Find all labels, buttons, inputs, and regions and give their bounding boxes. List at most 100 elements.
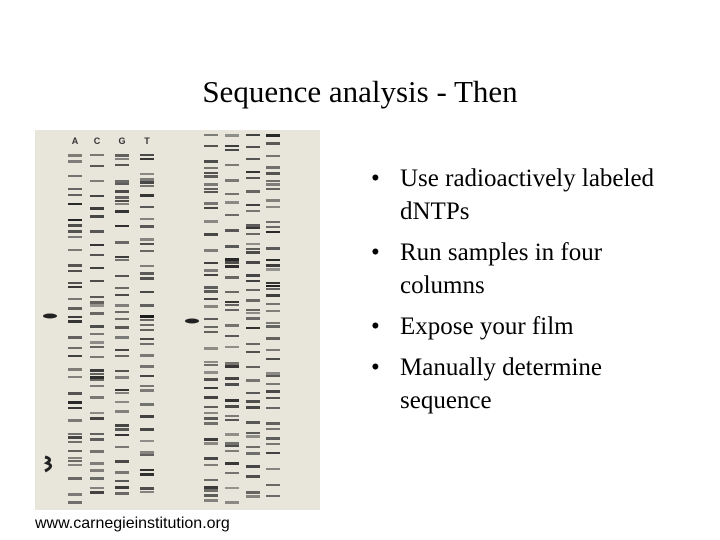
gel-band <box>115 392 129 394</box>
gel-band <box>90 312 104 315</box>
gel-band <box>115 355 129 357</box>
gel-band <box>204 183 218 186</box>
gel-band <box>225 487 239 489</box>
lane-label: A <box>72 136 79 146</box>
gel-band <box>90 304 104 307</box>
gel-band <box>90 341 104 344</box>
gel-band <box>225 462 239 465</box>
gel-band <box>140 225 154 228</box>
gel-band <box>225 245 239 248</box>
gel-band <box>225 399 239 402</box>
gel-band <box>225 301 239 303</box>
gel-band <box>68 219 82 221</box>
gel-band <box>68 203 82 205</box>
gel-band <box>266 134 280 137</box>
gel-band <box>266 375 280 377</box>
gel-band <box>115 389 129 391</box>
gel-band <box>68 316 82 318</box>
gel-band <box>140 272 154 275</box>
gel-band <box>90 469 104 472</box>
gel-band <box>266 372 280 375</box>
gel-band <box>140 243 154 245</box>
gel-band <box>115 241 129 244</box>
gel-band <box>266 268 280 271</box>
gel-band <box>140 487 154 490</box>
gel-band <box>140 440 154 442</box>
gel-band <box>266 183 280 186</box>
gel-band <box>90 296 104 298</box>
gel-band <box>115 287 129 289</box>
gel-band <box>204 499 218 502</box>
gel-band <box>225 419 239 421</box>
gel-band <box>115 349 129 351</box>
gel-band <box>266 437 280 440</box>
gel-band <box>140 338 154 340</box>
gel-band <box>246 475 260 478</box>
gel-band <box>246 280 260 282</box>
gel-band <box>246 227 260 229</box>
gel-band <box>115 318 129 320</box>
gel-band <box>68 230 82 233</box>
gel-band <box>246 366 260 368</box>
gel-band <box>90 154 104 156</box>
gel-band <box>90 325 104 328</box>
gel-band <box>246 351 260 353</box>
bullet-item: Expose your film <box>368 310 658 343</box>
gel-band <box>204 464 218 466</box>
gel-band <box>68 493 82 496</box>
gel-band <box>266 303 280 305</box>
gel-band <box>266 288 280 290</box>
gel-band <box>140 385 154 387</box>
gel-band <box>115 336 129 339</box>
gel-band <box>246 248 260 250</box>
gel-band <box>246 432 260 434</box>
gel-band <box>246 289 260 291</box>
gel-band <box>68 477 82 480</box>
gel-band <box>204 167 218 169</box>
gel-band <box>204 371 218 374</box>
gel-band <box>90 477 104 480</box>
gel-band <box>204 134 218 136</box>
gel-band <box>266 468 280 470</box>
bullet-item: Manually determine sequence <box>368 351 658 417</box>
gel-band <box>115 200 129 202</box>
gel-band <box>68 286 82 288</box>
gel-band <box>246 452 260 455</box>
gel-band <box>204 489 218 492</box>
gel-band <box>115 410 129 413</box>
gel-band <box>115 446 129 448</box>
gel-band <box>266 422 280 425</box>
gel-band <box>225 346 239 348</box>
gel-band <box>115 154 129 157</box>
gel-band <box>225 365 239 368</box>
gel-band <box>266 199 280 202</box>
gel-band <box>204 422 218 425</box>
gel-mark <box>43 313 57 319</box>
gel-band <box>204 233 218 236</box>
gel-band <box>90 215 104 218</box>
gel-band <box>204 442 218 445</box>
gel-band <box>90 207 104 210</box>
gel-band <box>90 180 104 182</box>
gel-band <box>140 415 154 418</box>
gel-band <box>246 224 260 227</box>
gel-band <box>204 378 218 381</box>
gel-band <box>266 452 280 454</box>
gel-band <box>90 491 104 494</box>
gel-band <box>225 261 239 264</box>
gel-band <box>246 406 260 409</box>
gel-band <box>90 412 104 414</box>
gel-band <box>204 249 218 252</box>
gel-band <box>246 190 260 193</box>
gel-band <box>225 265 239 268</box>
gel-band <box>204 262 218 264</box>
gel-band <box>115 326 129 329</box>
gel-band <box>68 270 82 272</box>
gel-band <box>90 195 104 197</box>
gel-band <box>225 164 239 166</box>
gel-band <box>246 134 260 136</box>
gel-band <box>204 387 218 389</box>
gel-band <box>140 265 154 267</box>
